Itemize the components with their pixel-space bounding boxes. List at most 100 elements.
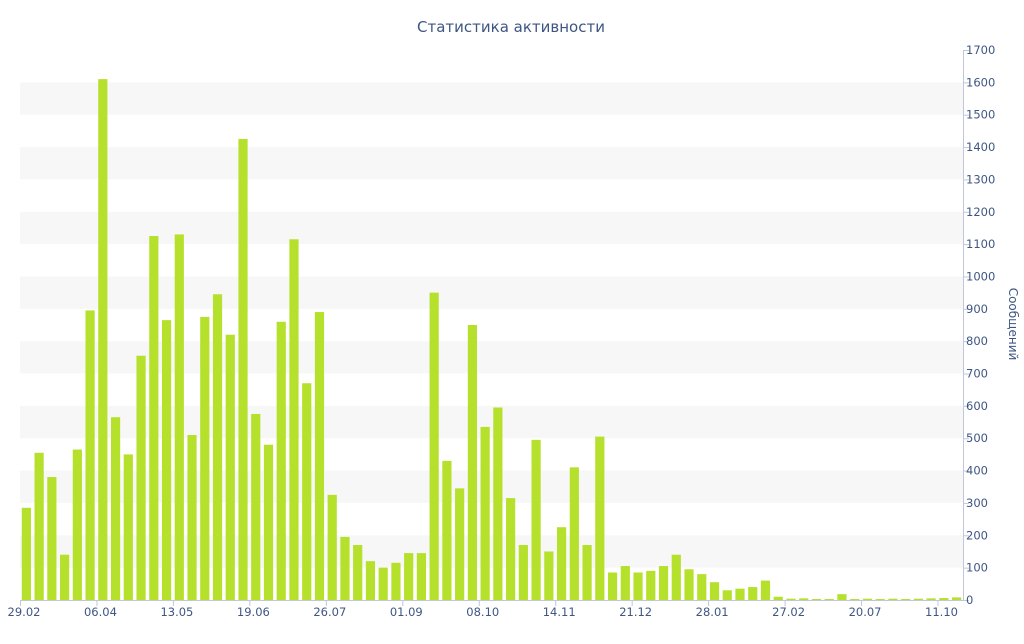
bar (773, 596, 783, 600)
grid-bands (20, 82, 963, 568)
bar (442, 460, 452, 600)
x-tick-label: 19.06 (237, 605, 270, 619)
bar (595, 436, 605, 600)
bar (187, 435, 197, 600)
bar (60, 554, 70, 600)
bar (378, 567, 388, 600)
bar (671, 554, 681, 600)
bar (506, 498, 516, 600)
bar (620, 566, 630, 600)
y-tick-label: 1600 (966, 75, 995, 89)
bar (939, 598, 949, 600)
y-tick-label: 1300 (966, 172, 995, 186)
bar (480, 426, 490, 600)
x-tick-label: 29.02 (8, 605, 41, 619)
bar (799, 598, 809, 600)
bar (136, 355, 146, 600)
bar (161, 320, 172, 600)
bar (646, 570, 656, 600)
bar (850, 599, 860, 600)
y-tick-label: 1200 (966, 205, 995, 219)
bar (98, 79, 108, 601)
x-tick-label: 14.11 (543, 605, 576, 619)
bar (760, 580, 771, 600)
y-tick-label: 400 (966, 464, 988, 478)
x-tick-label: 08.10 (466, 605, 499, 619)
y-tick-label: 900 (966, 302, 988, 316)
y-tick-label: 1700 (966, 43, 995, 57)
bar (429, 292, 439, 600)
bar (302, 383, 312, 600)
bar (327, 494, 337, 600)
bar (467, 325, 477, 600)
bar (531, 439, 541, 600)
grid-band (20, 147, 963, 180)
grid-band (20, 470, 963, 503)
bar (697, 574, 707, 600)
x-tick-label: 26.07 (313, 605, 346, 619)
bar (633, 572, 643, 600)
bar (149, 236, 159, 600)
bar (251, 413, 261, 600)
bar (926, 598, 936, 600)
bar (289, 239, 299, 600)
bar (709, 582, 720, 600)
grid-band (20, 82, 963, 115)
x-tick-label: 28.01 (696, 605, 729, 619)
grid-band (20, 211, 963, 245)
y-tick-label: 700 (966, 367, 988, 381)
bar (875, 599, 885, 600)
bar (722, 590, 732, 600)
bar (684, 569, 694, 600)
bar (607, 572, 618, 600)
bar (582, 545, 592, 600)
bar (404, 553, 414, 600)
bar (735, 588, 745, 600)
x-tick-label: 20.07 (849, 605, 882, 619)
y-tick-label: 1500 (966, 108, 995, 122)
bar (416, 553, 426, 600)
y-tick-label: 600 (966, 399, 988, 413)
bar (888, 598, 898, 600)
bar (544, 551, 554, 600)
bar (225, 334, 235, 600)
x-tick-label: 13.05 (160, 605, 193, 619)
bar (353, 545, 363, 600)
bar (21, 507, 31, 600)
bar (786, 598, 796, 600)
bar (47, 477, 57, 600)
bar (212, 294, 223, 600)
y-tick-label: 300 (966, 496, 988, 510)
bar (238, 138, 248, 600)
y-tick-label: 200 (966, 528, 988, 542)
bar (557, 527, 567, 600)
grid-band (20, 341, 963, 374)
bars (21, 79, 962, 601)
bar (862, 598, 873, 600)
bar (569, 467, 579, 600)
y-tick-label: 500 (966, 431, 988, 445)
y-axis-title: Сообщений (1006, 288, 1020, 361)
x-tick-label: 27.02 (772, 605, 805, 619)
y-tick-label: 800 (966, 334, 988, 348)
y-tick-label: 1000 (966, 269, 995, 283)
grid-band (20, 535, 963, 568)
bar (200, 316, 210, 600)
bar (493, 407, 503, 600)
bar (952, 597, 962, 600)
bar (748, 587, 758, 600)
bar (340, 536, 350, 600)
x-axis-ticks: 29.02 06.04 13.05 19.06 26.07 01.09 08.10 14.11… (8, 600, 958, 619)
x-tick-label: 01.09 (390, 605, 423, 619)
y-tick-label: 0 (966, 593, 973, 607)
bar (658, 566, 669, 600)
bar (365, 561, 376, 600)
bar (110, 417, 121, 600)
grid-band (20, 405, 963, 439)
x-tick-label: 11.10 (925, 605, 958, 619)
bar (276, 321, 286, 600)
bar (518, 545, 528, 600)
bar (901, 599, 911, 600)
